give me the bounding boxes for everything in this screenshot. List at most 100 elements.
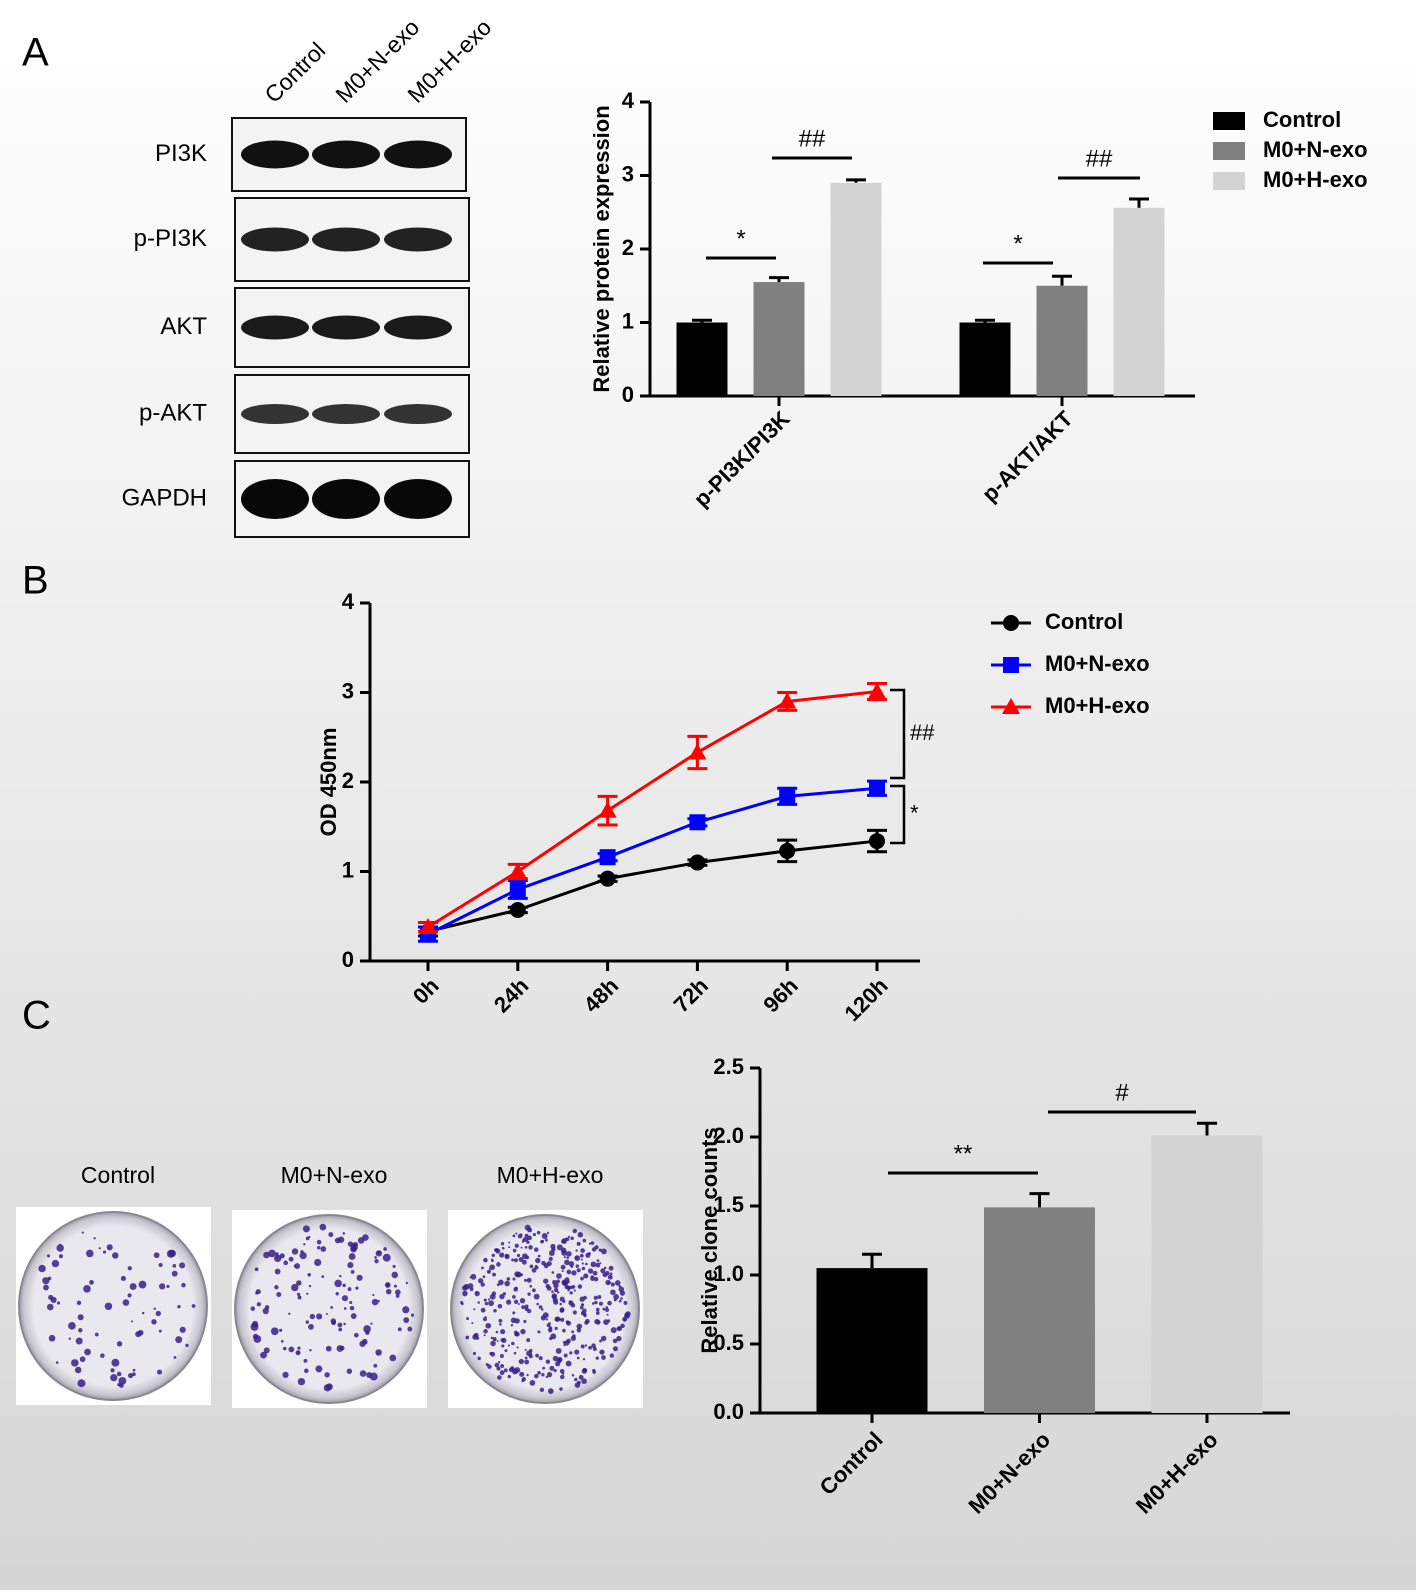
colony <box>58 1254 63 1259</box>
colony <box>612 1346 618 1352</box>
colony <box>334 1279 342 1288</box>
colony <box>616 1326 623 1332</box>
colony <box>552 1279 557 1285</box>
colony <box>100 1353 105 1358</box>
colony <box>325 1312 328 1316</box>
colony <box>309 1313 316 1320</box>
colony <box>507 1344 510 1347</box>
colony <box>537 1330 541 1334</box>
colony <box>274 1268 281 1275</box>
colony <box>76 1300 82 1306</box>
colony <box>548 1256 553 1261</box>
y-tick-label: 3 <box>342 678 354 703</box>
colony <box>623 1318 627 1322</box>
colony <box>127 1266 132 1271</box>
colony <box>513 1299 519 1304</box>
series-line <box>427 839 878 933</box>
colony <box>274 1285 279 1290</box>
colony <box>118 1376 127 1385</box>
significance-label: # <box>1115 1079 1129 1106</box>
colony <box>48 1334 56 1342</box>
colony <box>297 1295 302 1300</box>
colony <box>478 1278 484 1284</box>
point <box>599 870 616 887</box>
colony <box>480 1282 485 1287</box>
colony <box>276 1256 279 1259</box>
colony <box>571 1330 575 1334</box>
legend-label: Control <box>1045 609 1123 634</box>
colony <box>591 1343 596 1348</box>
colony <box>605 1279 611 1286</box>
colony <box>504 1349 508 1353</box>
colony <box>556 1279 560 1284</box>
colony <box>599 1349 605 1355</box>
colony <box>71 1359 79 1367</box>
colony <box>583 1273 589 1279</box>
colony <box>127 1293 132 1298</box>
colony <box>531 1288 536 1293</box>
colony <box>594 1245 599 1250</box>
colony <box>128 1372 134 1379</box>
colony <box>576 1356 580 1360</box>
colony <box>487 1298 491 1301</box>
colony <box>514 1243 519 1248</box>
colony <box>561 1238 568 1244</box>
colony <box>510 1366 515 1371</box>
colony <box>574 1256 578 1259</box>
y-tick-label: 0.5 <box>713 1330 744 1355</box>
colony <box>549 1365 555 1371</box>
colony <box>583 1295 587 1300</box>
colony <box>561 1270 564 1273</box>
colony <box>495 1248 501 1254</box>
colony <box>508 1241 511 1244</box>
colony <box>607 1274 613 1280</box>
colony <box>130 1320 134 1323</box>
colony <box>573 1289 576 1292</box>
colony <box>554 1326 558 1331</box>
colony <box>540 1239 544 1244</box>
bar <box>984 1207 1095 1413</box>
colony <box>483 1334 486 1337</box>
colony <box>591 1302 595 1305</box>
colony <box>497 1361 501 1364</box>
colony <box>79 1356 86 1363</box>
colony <box>497 1303 503 1309</box>
colony <box>158 1329 162 1333</box>
colony <box>607 1319 611 1323</box>
colony <box>291 1248 299 1255</box>
colony <box>625 1311 631 1317</box>
colony <box>153 1307 156 1310</box>
colony <box>561 1279 568 1286</box>
panel-label: B <box>22 559 49 603</box>
colony <box>492 1272 496 1277</box>
colony <box>159 1283 166 1290</box>
colony <box>349 1305 355 1311</box>
colony <box>132 1372 136 1377</box>
colony <box>595 1307 600 1312</box>
colony <box>500 1329 506 1335</box>
colony <box>529 1284 533 1288</box>
colony <box>498 1318 503 1323</box>
colony <box>569 1351 573 1355</box>
colony <box>515 1232 518 1235</box>
colony <box>485 1362 489 1367</box>
colony <box>527 1227 533 1233</box>
colony <box>389 1354 397 1362</box>
colony <box>605 1306 609 1309</box>
colony <box>506 1299 512 1305</box>
colony <box>551 1294 556 1299</box>
colony <box>580 1248 585 1253</box>
colony <box>342 1283 346 1288</box>
colony <box>382 1253 391 1262</box>
colony <box>330 1306 334 1309</box>
colony <box>521 1253 528 1260</box>
colony <box>545 1375 548 1379</box>
colony <box>534 1265 539 1270</box>
colony <box>276 1292 282 1297</box>
colony <box>74 1366 82 1374</box>
colony <box>533 1247 539 1252</box>
colony <box>548 1250 555 1256</box>
colony <box>571 1373 575 1377</box>
colony <box>504 1280 510 1287</box>
